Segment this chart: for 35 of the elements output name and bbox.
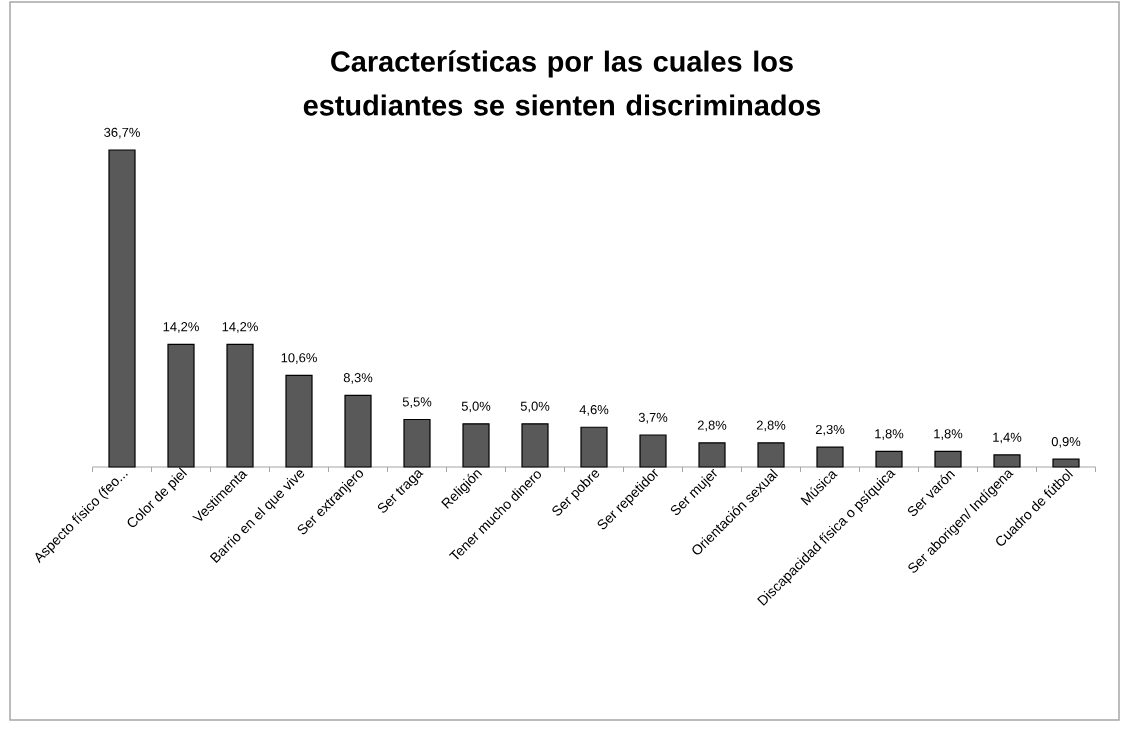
bar (403, 418, 431, 468)
bar (639, 434, 667, 468)
data-label: 14,2% (222, 322, 258, 333)
bar (521, 423, 549, 468)
bar (816, 446, 844, 468)
bar (285, 374, 313, 468)
bar (934, 450, 962, 468)
bar (1052, 458, 1080, 468)
bar (167, 343, 195, 468)
bar (344, 394, 372, 468)
bar (580, 426, 608, 468)
data-label: 5,0% (461, 401, 491, 413)
data-label: 5,0% (520, 401, 550, 413)
data-label: 2,3% (815, 424, 845, 436)
data-label: 2,8% (697, 420, 727, 432)
bar (875, 450, 903, 468)
data-label: 14,2% (163, 322, 199, 333)
bar (993, 454, 1021, 468)
data-label: 3,7% (638, 412, 668, 424)
bar (226, 343, 254, 468)
data-label: 4,6% (579, 405, 609, 416)
data-label: 8,3% (343, 373, 373, 384)
data-label: 2,8% (756, 420, 786, 432)
data-label: 1,8% (934, 429, 963, 440)
bar (462, 423, 490, 468)
bar (757, 442, 785, 468)
data-label: 10,6% (281, 353, 317, 364)
data-label: 0,9% (1051, 436, 1081, 448)
data-label: 1,4% (993, 432, 1022, 444)
data-label: 1,8% (875, 429, 904, 440)
bar (698, 442, 726, 468)
chart-title: Características por las cuales los estudiantes se sienten discriminados (303, 50, 821, 116)
bar (108, 149, 136, 468)
data-label: 5,5% (402, 397, 432, 408)
data-label: 36,7% (104, 127, 140, 139)
